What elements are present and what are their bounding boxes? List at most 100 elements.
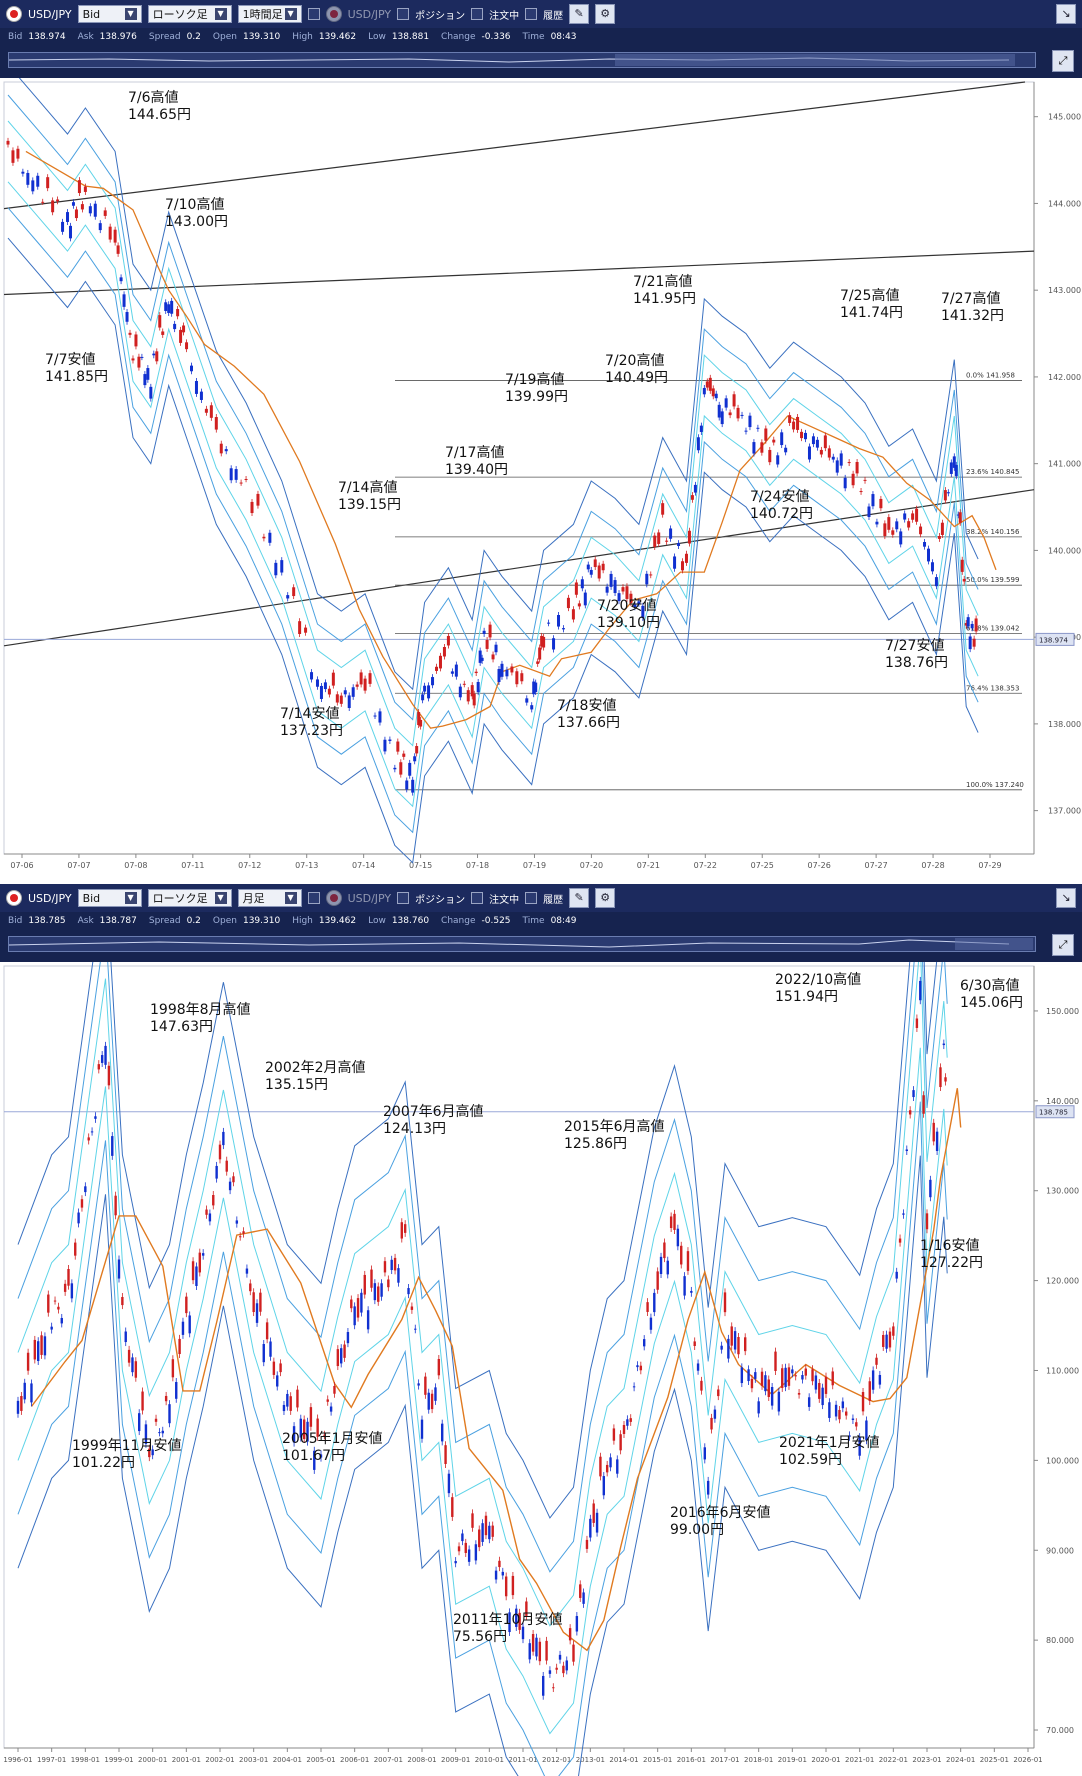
popout-icon[interactable]: ↘ [1056,4,1076,24]
history-checkbox[interactable] [525,8,538,20]
annotation-title: 7/27高値 [941,290,1000,307]
navigator-scrollbar[interactable] [8,936,1036,952]
candle [122,294,126,307]
candle [538,1641,542,1662]
annotation-value: 138.76円 [885,655,948,671]
candle [956,514,960,516]
candle [182,325,186,333]
candle [296,1389,299,1408]
candle [113,229,117,243]
popout-icon[interactable]: ↘ [1056,888,1076,908]
timeframe-select[interactable]: 月足 ▼ [237,889,302,907]
y-tick-label: 144.000 [1048,199,1081,208]
x-tick-label: 2025-01 [980,1756,1009,1764]
candle [121,1297,124,1306]
x-tick-label: 2019-01 [778,1756,807,1764]
candle [855,461,859,474]
candle [944,1077,947,1082]
orders-checkbox[interactable] [471,8,484,20]
candle [137,356,141,368]
open-value: 139.310 [242,916,281,926]
candle [471,1513,474,1528]
candle [306,1421,309,1442]
candle [481,1523,484,1542]
chart-type-select[interactable]: ローソク足 ▼ [147,889,232,907]
orders-checkbox[interactable] [471,892,484,904]
price-type-select[interactable]: Bid ▼ [77,5,142,23]
candle [77,1212,80,1224]
candle [530,705,534,710]
candle [144,1424,148,1444]
change-label: Change [441,32,476,42]
candle [730,1326,733,1346]
compare-checkbox[interactable] [307,8,320,20]
candle [286,595,290,599]
open-value: 139.310 [242,32,281,42]
candle [454,1561,457,1564]
candle [56,199,60,202]
candle [214,417,218,430]
candle [178,1338,181,1355]
edit-icon[interactable]: ✎ [569,4,590,24]
settings-icon[interactable]: ⚙ [595,888,616,908]
y-tick-label: 140.000 [1046,1097,1079,1106]
chevron-down-icon: ▼ [284,8,297,20]
compare-checkbox[interactable] [307,892,320,904]
status-bar: Bid 138.974 Ask 138.976 Spread 0.2 Open 139.… [0,28,1082,46]
candle [868,1381,871,1401]
candle [415,746,419,754]
spread-value: 0.2 [186,916,201,926]
candle [185,342,189,350]
position-checkbox[interactable] [397,892,410,904]
edit-icon[interactable]: ✎ [569,888,590,908]
x-tick-label: 2000-01 [138,1756,167,1764]
navigator-scrollbar[interactable] [8,52,1036,68]
candle [209,405,213,418]
candle [46,177,50,189]
low-value: 138.881 [391,32,430,42]
candle [970,623,974,629]
candle [229,468,233,481]
candle [540,635,544,647]
annotation-title: 1999年11月安値 [72,1438,181,1454]
candle [88,206,92,214]
candle [706,1480,710,1495]
trendline [3,81,1026,210]
candle [442,646,446,657]
candle [677,543,681,547]
candle [693,484,697,493]
candle [347,695,351,709]
fib-label: 50.0% 139.599 [966,576,1019,584]
candle [494,644,498,653]
candle [199,391,203,400]
candle [653,1292,656,1313]
candle [680,1245,683,1265]
candle [831,456,835,460]
candle [198,1252,201,1273]
candle [879,498,883,509]
zoom-fit-icon[interactable]: ⤢ [1052,50,1074,72]
settings-icon[interactable]: ⚙ [595,4,616,24]
timeframe-select[interactable]: 1時間足 ▼ [237,5,302,23]
chart-type-select[interactable]: ローソク足 ▼ [147,5,232,23]
position-checkbox[interactable] [397,8,410,20]
price-type-select[interactable]: Bid ▼ [77,889,142,907]
usd-flag-icon [6,890,22,906]
candle [74,209,78,219]
candle [128,332,132,335]
candle [617,593,621,602]
candle [498,1560,501,1568]
candle [903,513,907,520]
candle [547,622,551,624]
candle [313,1450,316,1470]
candle [427,1392,430,1410]
candle [687,530,691,544]
candle [946,492,950,494]
candle [431,677,435,686]
zoom-fit-icon[interactable]: ⤢ [1052,934,1074,956]
candle [478,1529,481,1548]
history-checkbox[interactable] [525,892,538,904]
candle [242,1231,245,1234]
candle [488,1525,491,1540]
candle [148,1448,151,1458]
